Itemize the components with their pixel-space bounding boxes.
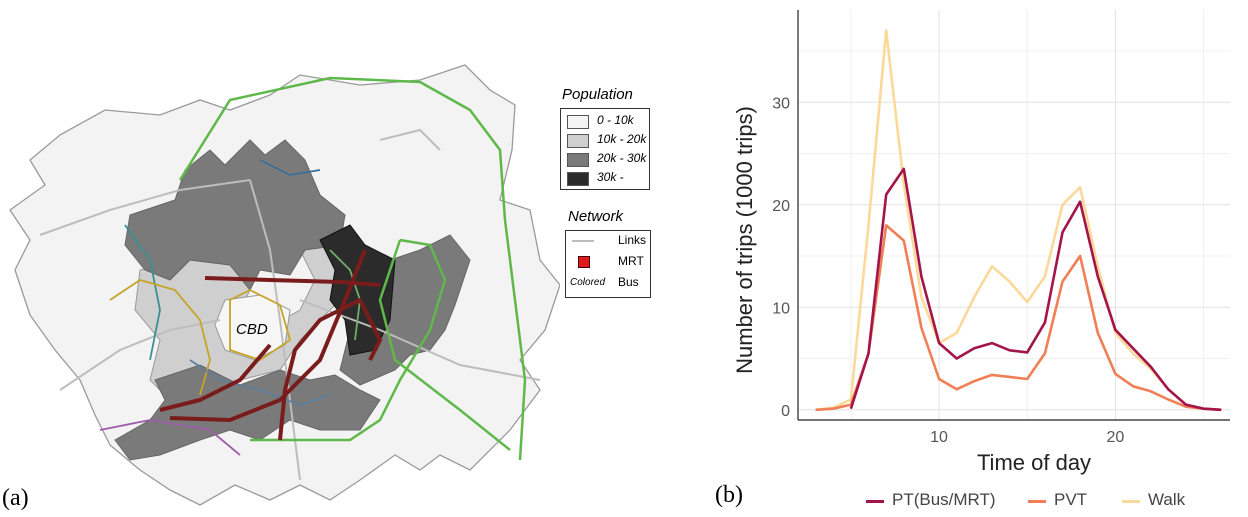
map-outer-region [9,64,560,506]
series-line-walk [815,29,1222,412]
legend-swatch-pt [866,500,884,503]
network-label-mrt: MRT [618,254,644,268]
population-legend: 0 - 10k 10k - 20k 20k - 30k 30k - [560,108,650,190]
bus-lines-colored [99,159,361,456]
x-axis-label: Time of day [977,450,1091,475]
population-swatch-1 [567,134,589,148]
y-tick-label: 30 [772,95,790,112]
chart-grid [798,10,1230,420]
population-network-map: CBD [9,64,560,506]
legend-swatch-pvt [1028,500,1046,503]
mrt-square-symbol [578,256,590,268]
mrt-lines [159,249,383,441]
bus-lines-green [178,76,527,461]
y-tick-label: 20 [772,198,790,215]
legend-label-pvt: PVT [1054,490,1088,509]
population-swatch-0 [567,115,589,129]
network-legend: Links MRT Colored Bus [565,230,651,298]
population-swatch-3 [567,172,589,186]
population-class-label: 0 - 10k [597,113,634,127]
series-line-pvt [815,224,1222,412]
x-tick-label: 10 [930,429,948,446]
panel-b-label: (b) [715,482,743,508]
colored-symbol-text: Colored [570,277,606,288]
network-label-links: Links [618,233,647,247]
cbd-label: CBD [236,321,268,338]
legend-label-pt: PT(Bus/MRT) [892,490,996,509]
legend-swatch-walk [1122,500,1140,503]
chart-series [815,29,1222,412]
population-swatch-2 [567,153,589,167]
network-label-bus: Bus [618,275,639,289]
legend-label-walk: Walk [1148,490,1186,509]
population-class-label: 10k - 20k [597,132,647,146]
chart-axes: 10 20 0 10 20 30 [772,10,1230,446]
y-tick-label: 10 [772,300,790,317]
y-tick-label: 0 [781,403,790,420]
series-line-pt-bus-mrt [849,167,1222,412]
population-class-label: 20k - 30k [597,151,647,165]
population-class-label: 30k - [597,170,624,184]
panel-a-label: (a) [2,485,29,511]
trips-line-chart: 10 20 0 10 20 30 Time of day Number of trips … [732,10,1230,475]
links-line-symbol [572,240,594,242]
network-legend-title: Network [568,208,624,225]
y-axis-label: Number of trips (1000 trips) [732,106,757,374]
population-legend-title: Population [562,86,633,103]
x-tick-label: 20 [1106,429,1124,446]
